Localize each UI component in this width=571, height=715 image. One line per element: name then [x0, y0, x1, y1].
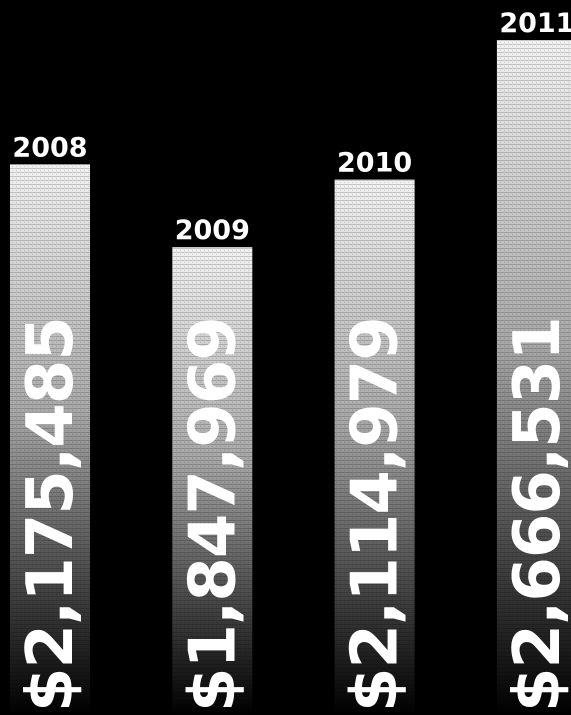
year-label-2009: 2009 — [175, 215, 250, 246]
bar-texture-2011 — [496, 40, 571, 715]
value-label-2011: $2,666,531 — [501, 317, 571, 712]
year-label-2008: 2008 — [12, 132, 87, 163]
year-label-2010: 2010 — [337, 148, 412, 179]
bar-texture-2008 — [10, 164, 90, 715]
value-label-2009: $1,847,969 — [176, 317, 250, 712]
bar-texture-2009 — [172, 247, 253, 715]
bar-texture-2010 — [334, 179, 415, 715]
value-label-2008: $2,175,485 — [14, 317, 88, 712]
year-label-2011: 2011 — [499, 8, 571, 39]
value-label-2010: $2,114,979 — [339, 317, 413, 712]
